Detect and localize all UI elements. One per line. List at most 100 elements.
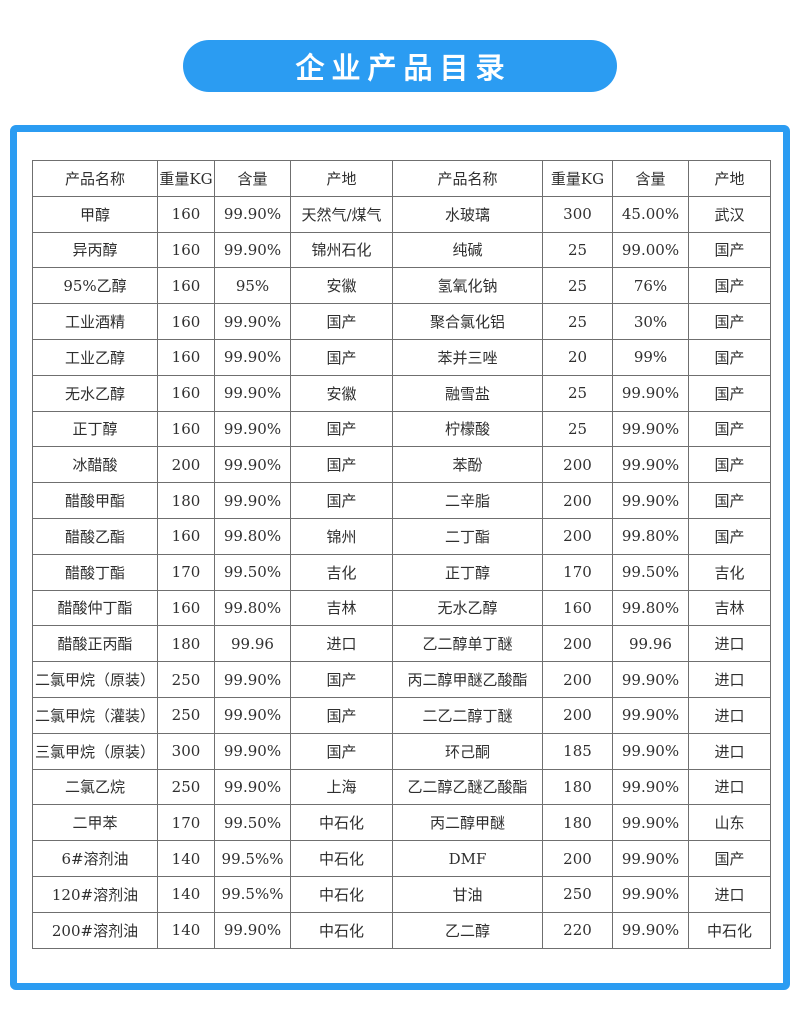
table-cell: 99.96 bbox=[612, 625, 689, 663]
table-cell: 国产 bbox=[688, 517, 771, 555]
table-cell: 200 bbox=[542, 840, 613, 877]
table-cell: 99.90% bbox=[612, 661, 689, 698]
table-row: 6#溶剂油 140 99.5%% 中石化 DMF 200 99.90% 国产 bbox=[32, 840, 771, 877]
table-cell: 200 bbox=[542, 482, 613, 519]
table-cell: 融雪盐 bbox=[392, 374, 543, 412]
table-cell: 国产 bbox=[688, 410, 771, 448]
table-cell: 天然气/煤气 bbox=[290, 195, 393, 233]
table-cell: 99.96 bbox=[214, 625, 291, 663]
table-cell: 正丁醇 bbox=[32, 410, 158, 448]
table-cell: 国产 bbox=[290, 410, 393, 448]
table-cell: 95%乙醇 bbox=[32, 267, 158, 305]
table-cell: 160 bbox=[157, 195, 215, 233]
table-cell: 20 bbox=[542, 338, 613, 376]
table-row: 二甲苯 170 99.50% 中石化 丙二醇甲醚 180 99.90% 山东 bbox=[32, 804, 771, 842]
table-row: 工业乙醇 160 99.90% 国产 苯并三唑 20 99% 国产 bbox=[32, 338, 771, 376]
table-cell: 国产 bbox=[290, 696, 393, 734]
table-cell: 苯并三唑 bbox=[392, 338, 543, 376]
table-cell: 170 bbox=[157, 804, 215, 842]
table-cell: 二氯甲烷（灌装） bbox=[32, 696, 158, 734]
table-cell: 250 bbox=[542, 875, 613, 913]
table-cell: 进口 bbox=[688, 768, 771, 806]
table-cell: 99.90% bbox=[214, 768, 291, 806]
table-cell: 185 bbox=[542, 732, 613, 770]
table-cell: 180 bbox=[542, 768, 613, 806]
table-cell: 柠檬酸 bbox=[392, 410, 543, 448]
table-cell: 95% bbox=[214, 267, 291, 305]
table-cell: 三氯甲烷（原装） bbox=[32, 732, 158, 770]
table-cell: 丙二醇甲醚 bbox=[392, 804, 543, 842]
table-cell: 国产 bbox=[688, 374, 771, 412]
table-cell: 160 bbox=[157, 374, 215, 412]
table-cell: 99.50% bbox=[214, 804, 291, 842]
table-cell: 醋酸仲丁酯 bbox=[32, 589, 158, 627]
table-row: 200#溶剂油 140 99.90% 中石化 乙二醇 220 99.90% 中石化 bbox=[32, 911, 771, 949]
table-cell: 甲醇 bbox=[32, 195, 158, 233]
table-cell: 氢氧化钠 bbox=[392, 267, 543, 305]
table-cell: 中石化 bbox=[290, 804, 393, 842]
table-cell: 中石化 bbox=[290, 911, 393, 949]
table-cell: 进口 bbox=[688, 732, 771, 770]
table-cell: 锦州石化 bbox=[290, 231, 393, 269]
table-cell: 异丙醇 bbox=[32, 231, 158, 269]
table-cell: 国产 bbox=[688, 231, 771, 269]
table-cell: 国产 bbox=[688, 446, 771, 484]
table-cell: 99.90% bbox=[612, 482, 689, 519]
table-row: 120#溶剂油 140 99.5%% 中石化 甘油 250 99.90% 进口 bbox=[32, 875, 771, 913]
title-banner: 企业产品目录 bbox=[183, 40, 617, 92]
table-cell: 180 bbox=[542, 804, 613, 842]
table-row: 冰醋酸 200 99.90% 国产 苯酚 200 99.90% 国产 bbox=[32, 446, 771, 484]
header-row: 产品名称 重量KG 含量 产地 产品名称 重量KG 含量 产地 bbox=[32, 160, 771, 197]
table-cell: 99.80% bbox=[214, 589, 291, 627]
table-cell: 99.90% bbox=[612, 804, 689, 842]
table-cell: 120#溶剂油 bbox=[32, 875, 158, 913]
table-cell: 上海 bbox=[290, 768, 393, 806]
product-table: 产品名称 重量KG 含量 产地 产品名称 重量KG 含量 产地 甲醇 160 99.90% 天然气/… bbox=[32, 160, 771, 949]
table-cell: 进口 bbox=[290, 625, 393, 663]
table-cell: 25 bbox=[542, 374, 613, 412]
table-cell: 水玻璃 bbox=[392, 195, 543, 233]
table-cell: 二氯甲烷（原装） bbox=[32, 661, 158, 698]
table-cell: 160 bbox=[157, 303, 215, 340]
table-cell: 丙二醇甲醚乙酸酯 bbox=[392, 661, 543, 698]
table-cell: 聚合氯化铝 bbox=[392, 303, 543, 340]
table-cell: 无水乙醇 bbox=[32, 374, 158, 412]
header-cell-7: 产地 bbox=[688, 160, 771, 197]
table-cell: 甘油 bbox=[392, 875, 543, 913]
table-cell: DMF bbox=[392, 840, 543, 877]
table-cell: 中石化 bbox=[290, 875, 393, 913]
table-cell: 160 bbox=[157, 338, 215, 376]
table-cell: 99.90% bbox=[214, 482, 291, 519]
table-cell: 二丁酯 bbox=[392, 517, 543, 555]
table-cell: 99.50% bbox=[214, 553, 291, 591]
table-cell: 安徽 bbox=[290, 374, 393, 412]
table-cell: 99.90% bbox=[612, 840, 689, 877]
catalog-container: 产品名称 重量KG 含量 产地 产品名称 重量KG 含量 产地 甲醇 160 99.90% 天然气/… bbox=[10, 125, 790, 990]
table-cell: 99.90% bbox=[612, 768, 689, 806]
table-cell: 99.90% bbox=[612, 696, 689, 734]
table-cell: 冰醋酸 bbox=[32, 446, 158, 484]
page-title: 企业产品目录 bbox=[295, 53, 512, 85]
table-cell: 醋酸正丙酯 bbox=[32, 625, 158, 663]
table-cell: 吉林 bbox=[688, 589, 771, 627]
table-cell: 160 bbox=[157, 517, 215, 555]
table-cell: 99.80% bbox=[214, 517, 291, 555]
table-cell: 140 bbox=[157, 911, 215, 949]
table-cell: 99.90% bbox=[612, 732, 689, 770]
table-cell: 180 bbox=[157, 625, 215, 663]
header-cell-0: 产品名称 bbox=[32, 160, 158, 197]
table-cell: 99.90% bbox=[214, 446, 291, 484]
table-cell: 99.90% bbox=[214, 303, 291, 340]
table-row: 正丁醇 160 99.90% 国产 柠檬酸 25 99.90% 国产 bbox=[32, 410, 771, 448]
table-cell: 180 bbox=[157, 482, 215, 519]
table-cell: 醋酸甲酯 bbox=[32, 482, 158, 519]
table-cell: 170 bbox=[157, 553, 215, 591]
table-cell: 国产 bbox=[290, 661, 393, 698]
table-cell: 160 bbox=[157, 267, 215, 305]
table-cell: 45.00% bbox=[612, 195, 689, 233]
table-cell: 160 bbox=[542, 589, 613, 627]
table-cell: 200 bbox=[157, 446, 215, 484]
table-cell: 25 bbox=[542, 231, 613, 269]
table-cell: 乙二醇 bbox=[392, 911, 543, 949]
table-cell: 国产 bbox=[688, 338, 771, 376]
